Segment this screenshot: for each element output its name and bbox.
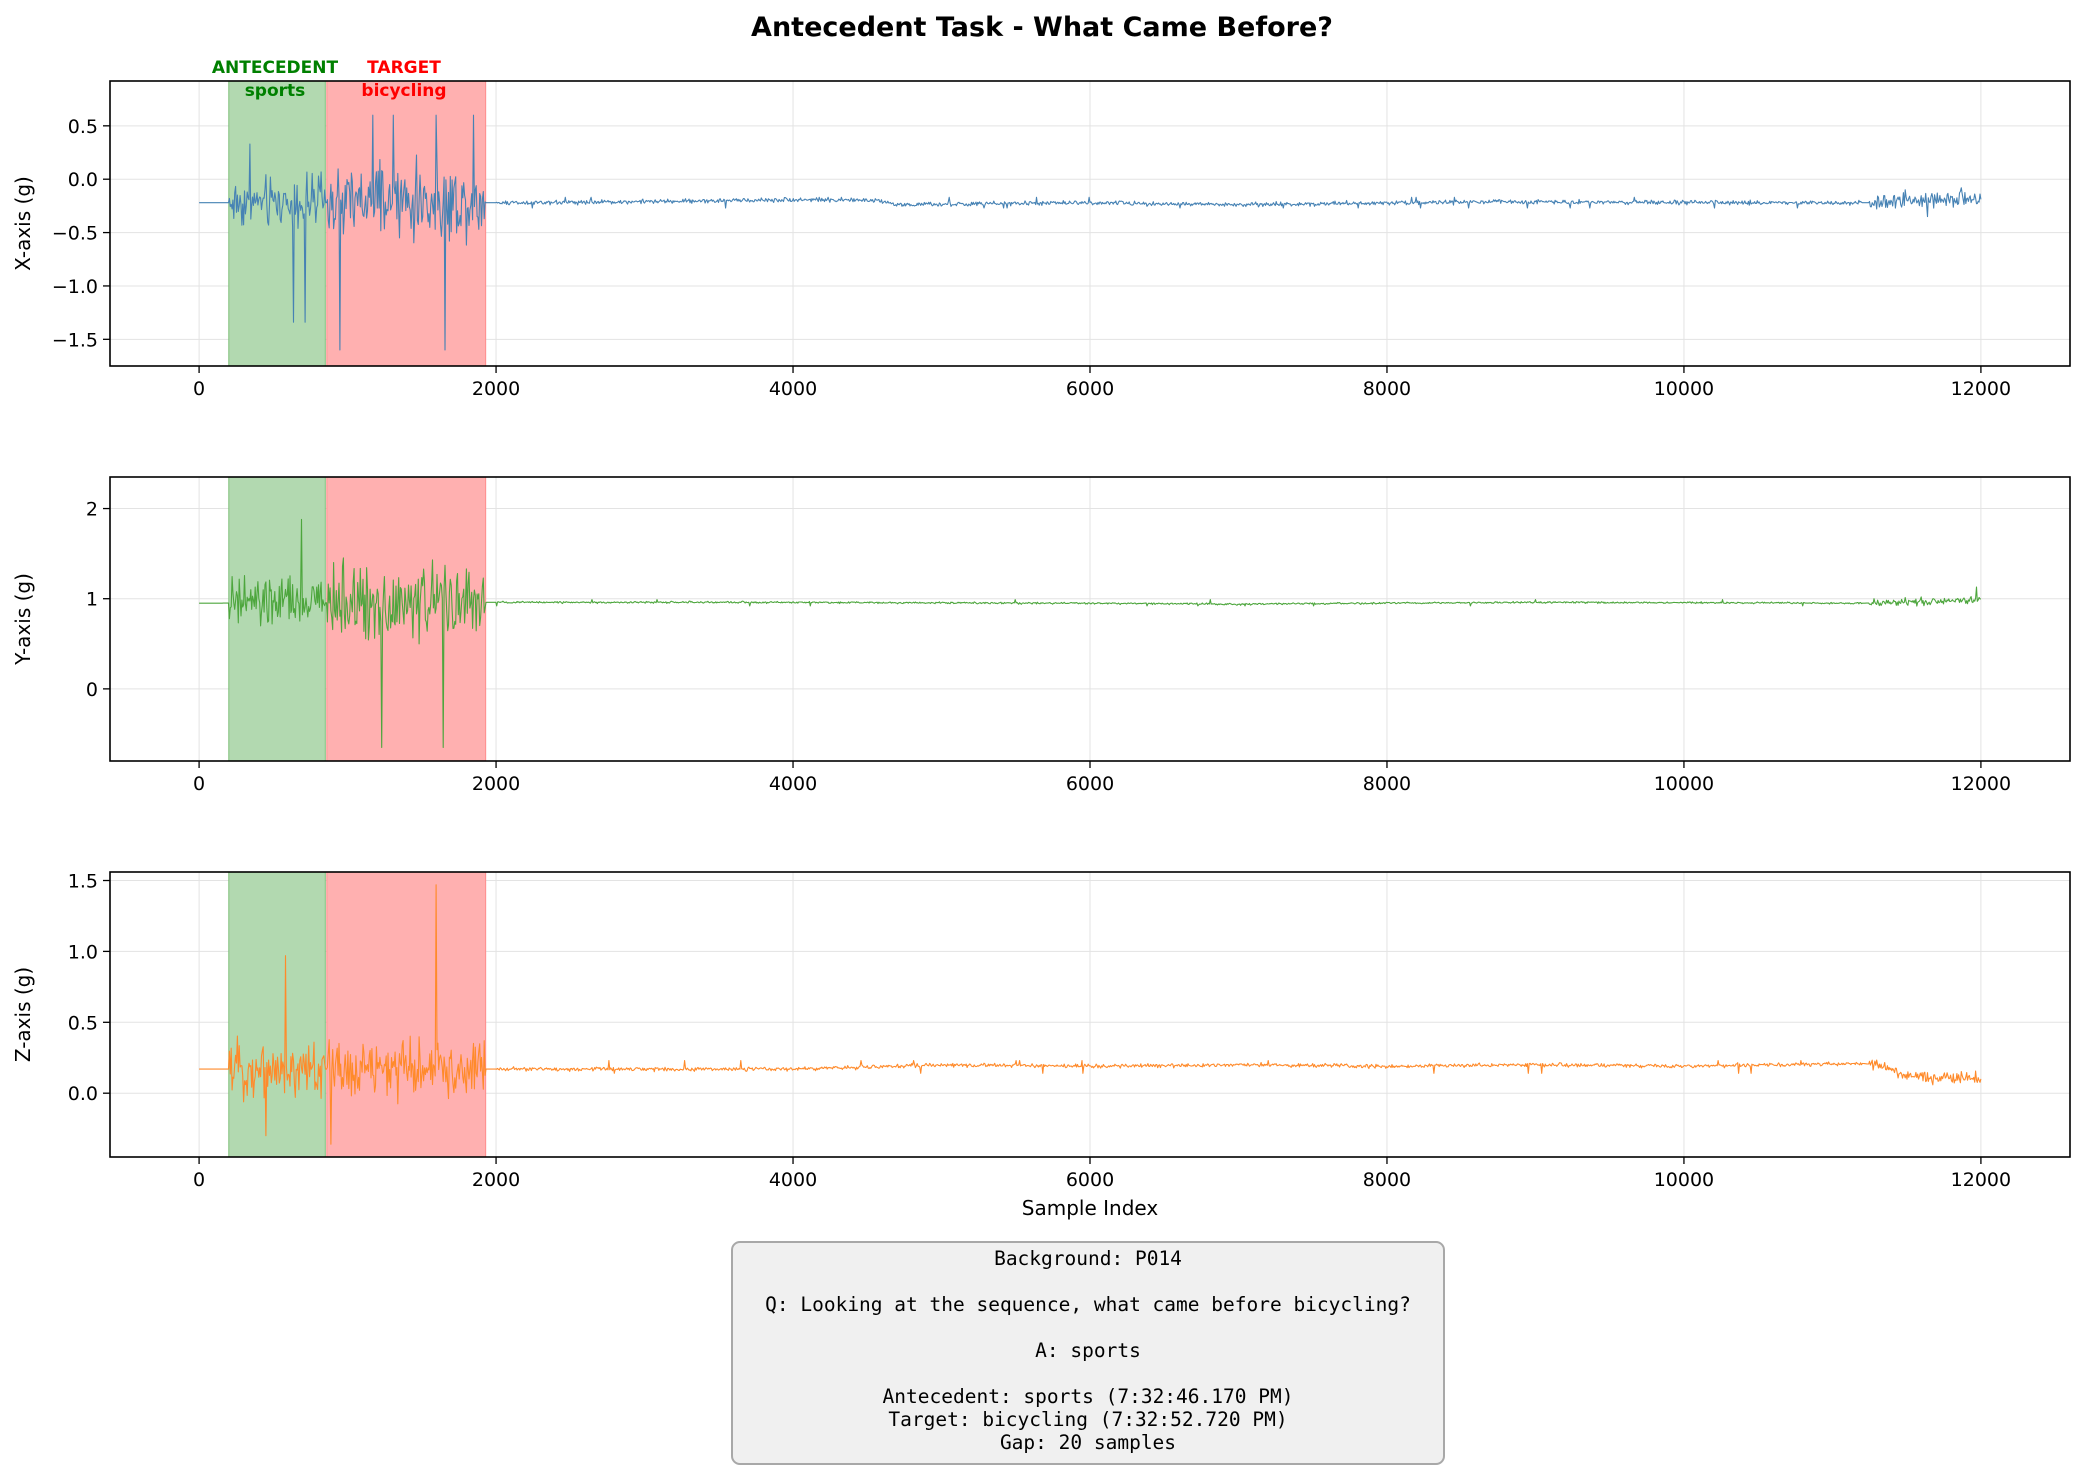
x-tick-label: 2000 bbox=[472, 378, 520, 400]
y-tick-label: 0.5 bbox=[68, 1012, 98, 1034]
y-tick-label: 1.0 bbox=[68, 941, 98, 963]
target-line: Target: bicycling (7:32:52.720 PM) bbox=[888, 1408, 1288, 1431]
y-tick-label: −0.5 bbox=[52, 223, 98, 245]
target-region bbox=[326, 871, 487, 1158]
antecedent-region bbox=[228, 476, 326, 762]
x-tick-label: 0 bbox=[193, 1169, 205, 1191]
target-region bbox=[326, 476, 487, 762]
y-tick-label: 0.5 bbox=[68, 116, 98, 138]
antecedent-region bbox=[228, 80, 326, 367]
figure-title: Antecedent Task - What Came Before? bbox=[751, 12, 1333, 43]
x-tick-label: 2000 bbox=[472, 773, 520, 795]
x-tick-label: 4000 bbox=[769, 1169, 817, 1191]
x-tick-label: 10000 bbox=[1654, 1169, 1714, 1191]
data-series-line bbox=[199, 114, 1982, 351]
x-tick-label: 10000 bbox=[1654, 378, 1714, 400]
z-axis-panel: 0 2000 4000 6000 8000 10000 12000 0.0 0.5 1.0 1.5 Z… bbox=[11, 871, 2071, 1220]
x-axis-panel: 0 2000 4000 6000 8000 10000 12000 −1.5 −1.0 −0.5 0… bbox=[11, 80, 2071, 400]
antecedent-heading: ANTECEDENT bbox=[212, 58, 339, 78]
y-axis-title: X-axis (g) bbox=[11, 176, 35, 271]
x-tick-label: 10000 bbox=[1654, 773, 1714, 795]
y-tick-label: 0.0 bbox=[68, 169, 98, 191]
answer-line: A: sports bbox=[1035, 1339, 1141, 1362]
target-activity: bicycling bbox=[361, 81, 446, 101]
x-tick-label: 6000 bbox=[1066, 1169, 1114, 1191]
y-tick-label: 0.0 bbox=[68, 1083, 98, 1105]
x-axis-title: Sample Index bbox=[1022, 1196, 1159, 1220]
x-tick-label: 0 bbox=[193, 773, 205, 795]
x-tick-label: 4000 bbox=[769, 773, 817, 795]
x-tick-label: 6000 bbox=[1066, 773, 1114, 795]
antecedent-region bbox=[228, 871, 326, 1158]
y-tick-label: 0 bbox=[86, 679, 98, 701]
background-line: Background: P014 bbox=[994, 1247, 1182, 1270]
question-line: Q: Looking at the sequence, what came be… bbox=[765, 1293, 1411, 1316]
x-tick-label: 12000 bbox=[1951, 1169, 2011, 1191]
y-tick-label: 1 bbox=[86, 589, 98, 611]
y-axis-title: Z-axis (g) bbox=[11, 967, 35, 1062]
x-tick-label: 4000 bbox=[769, 378, 817, 400]
info-box: Background: P014 Q: Looking at the seque… bbox=[731, 1241, 1445, 1465]
y-tick-label: −1.5 bbox=[52, 329, 98, 351]
y-tick-label: −1.0 bbox=[52, 276, 98, 298]
x-tick-label: 8000 bbox=[1363, 773, 1411, 795]
target-region bbox=[326, 80, 487, 367]
x-tick-label: 12000 bbox=[1951, 773, 2011, 795]
x-tick-label: 2000 bbox=[472, 1169, 520, 1191]
x-tick-label: 12000 bbox=[1951, 378, 2011, 400]
x-tick-label: 0 bbox=[193, 378, 205, 400]
y-tick-label: 2 bbox=[86, 499, 98, 521]
antecedent-activity: sports bbox=[245, 81, 306, 101]
y-tick-label: 1.5 bbox=[68, 871, 98, 893]
gap-line: Gap: 20 samples bbox=[999, 1431, 1177, 1454]
target-heading: TARGET bbox=[367, 58, 441, 78]
x-tick-label: 6000 bbox=[1066, 378, 1114, 400]
x-tick-label: 8000 bbox=[1363, 378, 1411, 400]
y-axis-panel: 0 2000 4000 6000 8000 10000 12000 0 1 2 Y-axis (g) bbox=[11, 476, 2071, 795]
y-axis-title: Y-axis (g) bbox=[11, 573, 35, 666]
x-tick-label: 8000 bbox=[1363, 1169, 1411, 1191]
data-series-line bbox=[199, 518, 1982, 749]
antecedent-line: Antecedent: sports (7:32:46.170 PM) bbox=[882, 1385, 1294, 1408]
data-series-line bbox=[199, 884, 1982, 1145]
